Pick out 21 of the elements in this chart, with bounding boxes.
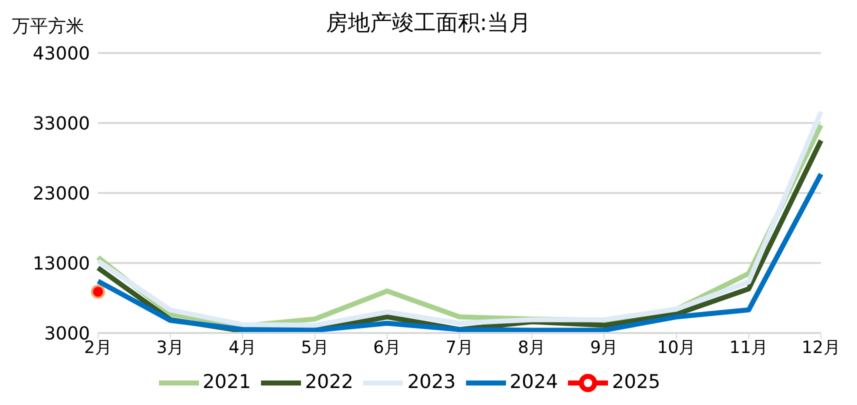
x-tick-label: 11月	[729, 338, 768, 358]
x-tick-label: 5月	[300, 338, 329, 358]
x-tick-label: 6月	[373, 338, 402, 358]
legend-label: 2021	[202, 371, 251, 394]
x-tick-label: 8月	[518, 338, 546, 358]
legend-label: 2022	[304, 371, 354, 394]
x-tick-label: 7月	[446, 338, 474, 358]
legend-label: 2023	[407, 371, 456, 394]
y-tick-label: 13000	[32, 253, 90, 274]
x-tick-label: 4月	[228, 338, 257, 358]
y-tick-label: 33000	[32, 113, 90, 134]
x-tick-label: 10月	[657, 338, 696, 358]
x-tick-label: 3月	[156, 338, 184, 358]
chart-title: 房地产竣工面积:当月	[326, 11, 532, 36]
y-axis-title: 万平方米	[12, 15, 84, 38]
x-tick-label: 12月	[802, 338, 840, 358]
y-tick-label: 23000	[32, 183, 90, 204]
legend-label: 2024	[510, 371, 558, 394]
legend-label: 2025	[612, 371, 660, 394]
y-tick-label: 43000	[32, 43, 90, 64]
x-tick-label: 9月	[590, 338, 618, 358]
